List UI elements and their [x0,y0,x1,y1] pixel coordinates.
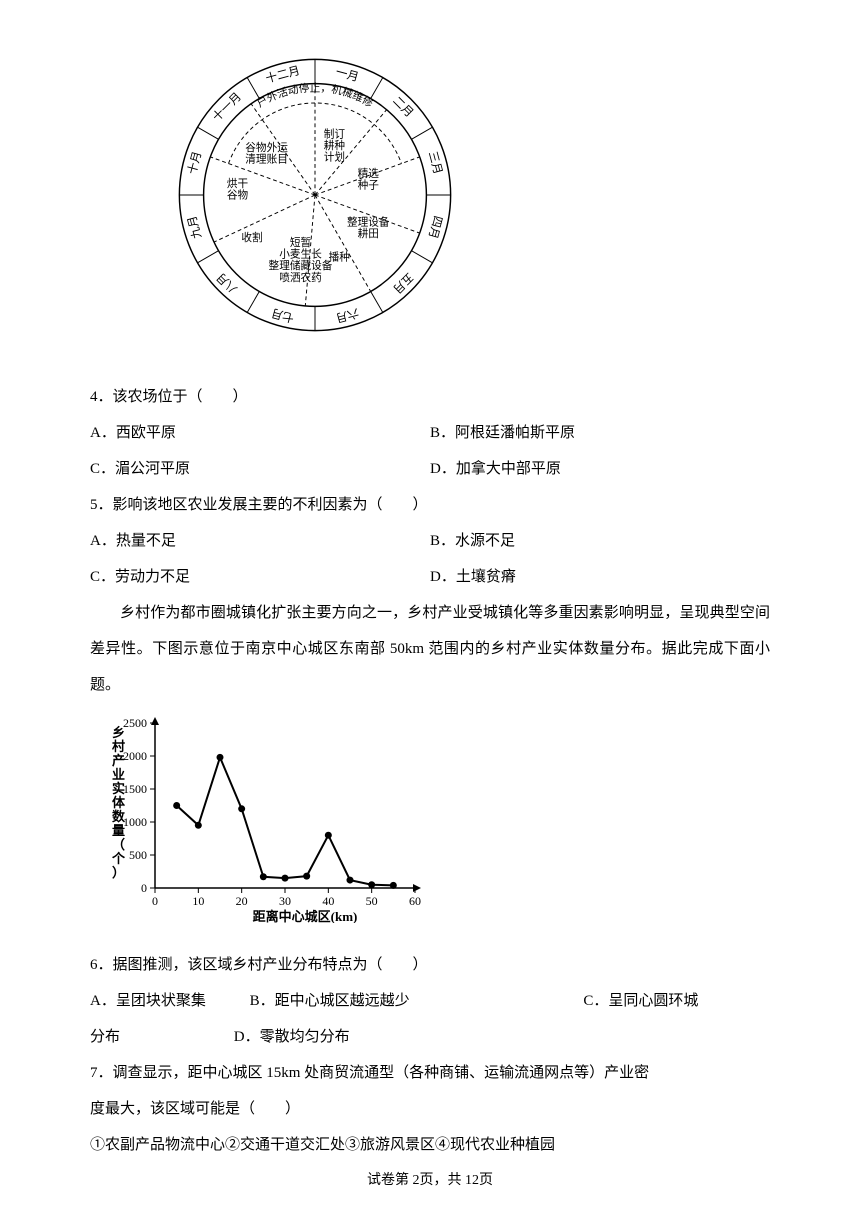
svg-text:谷物: 谷物 [227,188,249,201]
svg-text:六月: 六月 [334,306,360,325]
svg-text:短暂: 短暂 [290,236,312,249]
q5-opt-d: D．土壤贫瘠 [430,559,770,595]
svg-text:0: 0 [141,881,147,895]
q4-opt-a: A．西欧平原 [90,415,430,451]
svg-text:一月: 一月 [334,66,360,85]
farm-calendar-diagram: 一月二月三月四月五月六月七月八月九月十月十一月十二月户外活动停止，机械维修制订耕… [160,40,770,364]
q5-stem: 5．影响该地区农业发展主要的不利因素为（ ） [90,487,770,523]
svg-text:产: 产 [112,753,125,768]
q6-opt-c: C．呈同心圆环城 [583,983,698,1019]
svg-text:计划: 计划 [324,151,345,164]
svg-text:500: 500 [129,848,147,862]
svg-text:10: 10 [192,894,204,908]
q6-opt-c-cont: 分布 [90,1019,120,1055]
svg-text:1000: 1000 [123,815,147,829]
svg-text:距离中心城区(km): 距离中心城区(km) [253,909,358,923]
svg-text:60: 60 [409,894,421,908]
svg-text:小麦生长: 小麦生长 [279,248,322,261]
svg-text:0: 0 [152,894,158,908]
svg-text:个: 个 [111,851,126,866]
svg-text:种子: 种子 [358,179,380,192]
q4-opt-c: C．湄公河平原 [90,451,430,487]
svg-text:2000: 2000 [123,749,147,763]
svg-text:数: 数 [112,809,126,824]
svg-text:收割: 收割 [241,231,262,244]
q6-opt-d: D．零散均匀分布 [234,1019,350,1055]
svg-text:量: 量 [112,823,125,838]
q4-options: A．西欧平原 B．阿根廷潘帕斯平原 C．湄公河平原 D．加拿大中部平原 [90,415,770,487]
q6-opt-a: A．呈团块状聚集 [90,983,206,1019]
svg-text:村: 村 [112,739,125,754]
svg-text:整理设备: 整理设备 [347,216,390,229]
q5-opt-c: C．劳动力不足 [90,559,430,595]
village-industry-chart: 0 500 1000 1500 2000 2500 0 10 20 30 40 50 60 乡村产业实体数… [100,713,770,937]
svg-text:乡: 乡 [112,725,125,740]
q5-opt-a: A．热量不足 [90,523,430,559]
q5-opt-b: B．水源不足 [430,523,770,559]
q4-opt-d: D．加拿大中部平原 [430,451,770,487]
q4-stem: 4．该农场位于（ ） [90,379,770,415]
svg-text:烘干: 烘干 [227,178,249,190]
q4-opt-b: B．阿根廷潘帕斯平原 [430,415,770,451]
svg-text:十一月: 十一月 [209,89,244,124]
svg-text:九月: 九月 [186,214,205,240]
svg-text:整理储藏设备: 整理储藏设备 [269,259,333,272]
svg-text:喷洒农药: 喷洒农药 [279,271,322,284]
q5-options: A．热量不足 B．水源不足 C．劳动力不足 D．土壤贫瘠 [90,523,770,595]
q7-line3: ①农副产品物流中心②交通干道交汇处③旅游风景区④现代农业种植园 [90,1127,770,1163]
svg-text:（: （ [112,837,125,852]
svg-text:七月: 七月 [270,306,296,325]
q6-options-line2: 分布 D．零散均匀分布 [90,1019,770,1055]
svg-text:体: 体 [112,795,126,810]
svg-text:40: 40 [322,894,334,908]
q7-line1: 7．调查显示，距中心城区 15km 处商贸流通型（各种商铺、运输流通网点等）产业… [90,1055,770,1091]
svg-text:耕种: 耕种 [324,139,345,152]
page-footer: 试卷第 2页，共 12页 [0,1164,860,1198]
svg-text:四月: 四月 [426,214,445,240]
svg-text:2500: 2500 [123,716,147,730]
svg-text:清理账目: 清理账目 [245,153,288,166]
svg-text:20: 20 [236,894,248,908]
q6-stem: 6．据图推测，该区域乡村产业分布特点为（ ） [90,947,770,983]
svg-text:1500: 1500 [123,782,147,796]
q7-line2: 度最大，该区域可能是（ ） [90,1091,770,1127]
svg-text:）: ） [112,865,125,880]
svg-text:制订: 制订 [324,127,346,140]
svg-text:业: 业 [112,767,125,782]
svg-text:精选: 精选 [358,167,380,180]
svg-text:30: 30 [279,894,291,908]
q6-opt-b: B．距中心城区越远越少 [250,983,410,1019]
svg-text:耕田: 耕田 [358,227,379,240]
svg-text:十月: 十月 [185,150,205,176]
svg-text:实: 实 [112,781,125,796]
svg-text:三月: 三月 [426,150,445,176]
svg-text:50: 50 [366,894,378,908]
q6-options: A．呈团块状聚集 B．距中心城区越远越少 C．呈同心圆环城 [90,983,770,1019]
svg-text:谷物外运: 谷物外运 [245,141,288,154]
passage-text: 乡村作为都市圈城镇化扩张主要方向之一，乡村产业受城镇化等多重因素影响明显，呈现典… [90,595,770,703]
